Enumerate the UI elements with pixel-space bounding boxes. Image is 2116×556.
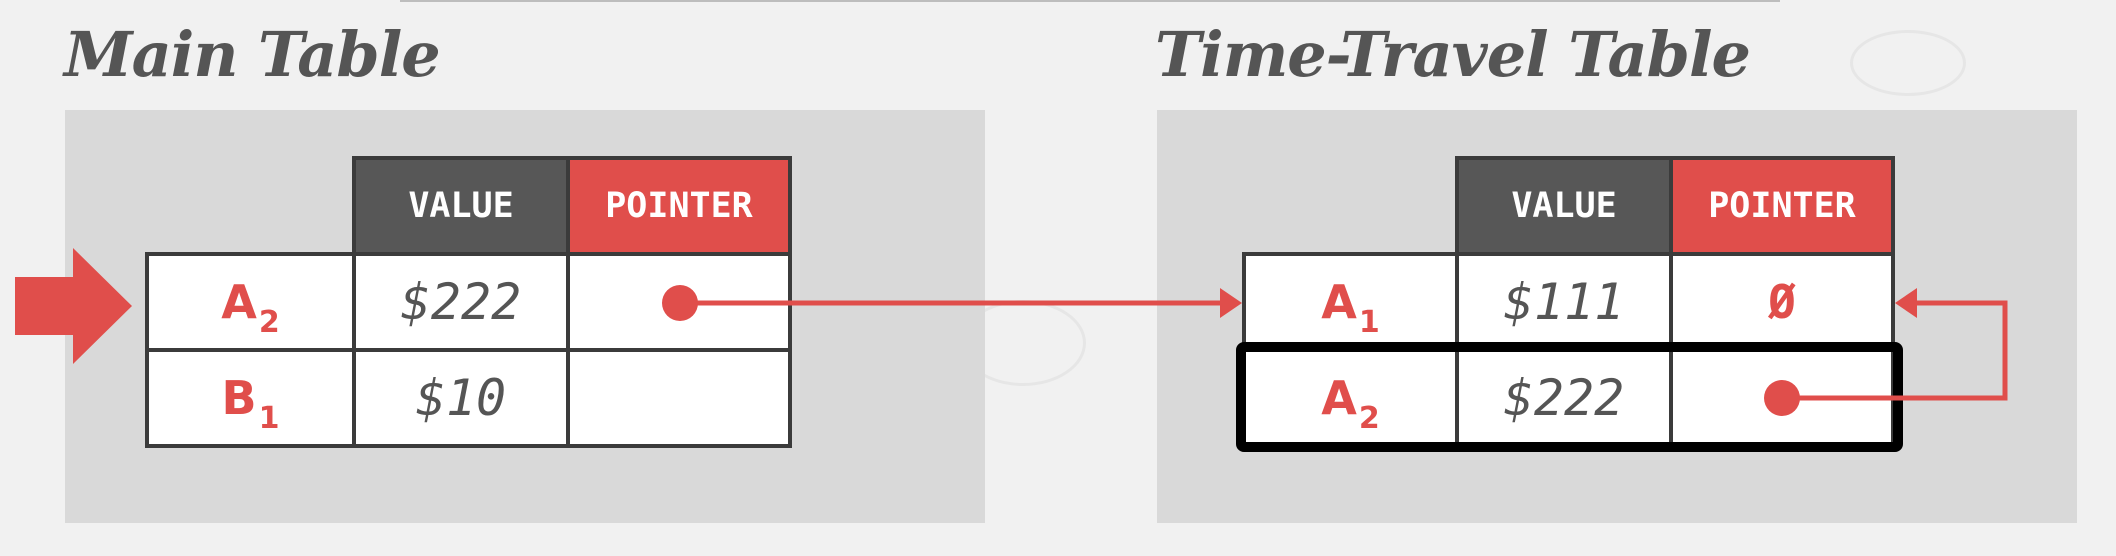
value-text: $222 xyxy=(400,273,522,331)
pointer-line-tt-a2-to-a1 xyxy=(1783,300,2008,401)
main-row-2-pointer xyxy=(566,348,792,448)
pointer-arrowhead-icon xyxy=(1895,288,1917,318)
tt-row-1-key: A1 xyxy=(1242,252,1459,352)
version-key: B1 xyxy=(221,371,280,436)
version-key: A1 xyxy=(1321,275,1380,340)
top-divider xyxy=(400,0,1780,2)
background-decoration xyxy=(1850,30,1966,96)
time-travel-table-title: Time-Travel Table xyxy=(1155,18,1751,91)
pointer-dot-icon xyxy=(662,285,698,321)
version-key: A2 xyxy=(221,275,280,340)
main-row-2-key: B1 xyxy=(145,348,356,448)
version-key: A2 xyxy=(1321,371,1380,436)
value-text: $10 xyxy=(415,369,507,427)
pointer-arrowhead-icon xyxy=(1220,288,1242,318)
main-row-2-value: $10 xyxy=(352,348,570,448)
tt-row-1-value: $111 xyxy=(1455,252,1673,352)
tt-row-2-value: $222 xyxy=(1455,348,1673,448)
entry-arrow-icon xyxy=(15,248,132,364)
null-pointer-symbol: Ø xyxy=(1768,275,1796,329)
tt-row-1-pointer: Ø xyxy=(1669,252,1895,352)
value-text: $111 xyxy=(1503,273,1625,331)
main-row-1-key: A2 xyxy=(145,252,356,352)
tt-pointer-header: POINTER xyxy=(1669,156,1895,256)
pointer-dot-icon xyxy=(1764,380,1800,416)
value-text: $222 xyxy=(1503,369,1625,427)
main-table-title: Main Table xyxy=(64,18,441,91)
